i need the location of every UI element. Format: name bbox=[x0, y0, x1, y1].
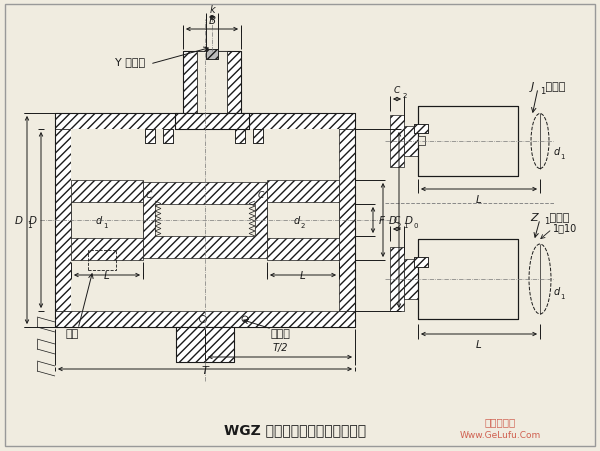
Text: C: C bbox=[394, 216, 400, 225]
Bar bbox=[227, 52, 241, 114]
Text: D: D bbox=[389, 216, 397, 226]
Bar bbox=[414, 125, 428, 133]
Bar bbox=[55, 130, 71, 311]
Bar bbox=[404, 259, 418, 299]
Bar bbox=[206, 50, 218, 60]
Bar bbox=[418, 137, 425, 146]
Bar bbox=[175, 114, 249, 130]
Text: 1: 1 bbox=[544, 217, 549, 226]
Text: d: d bbox=[96, 216, 102, 226]
Text: 1: 1 bbox=[403, 222, 407, 229]
Bar bbox=[267, 180, 339, 260]
Text: L: L bbox=[104, 271, 110, 281]
Text: C: C bbox=[146, 190, 152, 199]
Text: Www.GeLufu.Com: Www.GeLufu.Com bbox=[460, 431, 541, 440]
Bar bbox=[163, 130, 173, 144]
Text: 1: 1 bbox=[540, 86, 545, 95]
Bar bbox=[183, 52, 241, 114]
Text: F: F bbox=[379, 216, 385, 226]
Text: 标志: 标志 bbox=[65, 328, 79, 338]
Text: B: B bbox=[208, 16, 215, 26]
Bar bbox=[145, 130, 155, 144]
Bar bbox=[414, 258, 428, 267]
Text: D: D bbox=[405, 216, 413, 226]
Bar bbox=[71, 130, 339, 311]
Bar bbox=[339, 130, 355, 311]
Text: 型轴孔: 型轴孔 bbox=[546, 212, 569, 222]
Text: WGZ 型带制动轮鼓形齿式联轴器: WGZ 型带制动轮鼓形齿式联轴器 bbox=[224, 422, 366, 436]
Bar bbox=[418, 107, 518, 177]
Text: 0: 0 bbox=[413, 222, 418, 229]
Bar bbox=[155, 205, 255, 236]
Bar bbox=[183, 52, 197, 114]
Bar bbox=[390, 248, 404, 311]
Text: C: C bbox=[394, 86, 400, 95]
Text: 2: 2 bbox=[301, 222, 305, 229]
Bar bbox=[163, 130, 173, 144]
Text: 1: 1 bbox=[27, 221, 32, 230]
Bar bbox=[55, 114, 355, 327]
Text: d: d bbox=[554, 147, 560, 156]
Bar bbox=[235, 130, 245, 144]
Bar bbox=[267, 202, 339, 239]
Bar bbox=[55, 114, 355, 130]
Text: D: D bbox=[15, 216, 23, 226]
Bar bbox=[235, 130, 245, 144]
Bar bbox=[175, 114, 249, 130]
Bar bbox=[253, 130, 263, 144]
Bar bbox=[418, 107, 518, 177]
Text: 1: 1 bbox=[560, 293, 565, 299]
Bar bbox=[71, 202, 143, 239]
Bar bbox=[404, 127, 418, 156]
Text: T: T bbox=[202, 365, 208, 375]
Bar bbox=[145, 130, 155, 144]
Text: 1: 1 bbox=[103, 222, 107, 229]
Bar bbox=[206, 50, 218, 60]
Text: d: d bbox=[554, 286, 560, 296]
Bar bbox=[390, 116, 404, 168]
Text: Z: Z bbox=[530, 212, 538, 222]
Bar bbox=[414, 125, 428, 133]
Text: d: d bbox=[294, 216, 300, 226]
Text: k: k bbox=[209, 5, 215, 15]
Text: L: L bbox=[300, 271, 306, 281]
Bar bbox=[143, 183, 267, 258]
Text: 格鲁夫机械: 格鲁夫机械 bbox=[484, 416, 515, 426]
Bar bbox=[418, 239, 518, 319]
Text: C: C bbox=[258, 190, 264, 199]
Text: Y 型轴孔: Y 型轴孔 bbox=[115, 57, 145, 67]
Bar bbox=[176, 327, 234, 362]
Text: D: D bbox=[29, 216, 37, 226]
Text: 2: 2 bbox=[397, 222, 401, 229]
Text: L: L bbox=[476, 194, 482, 205]
Text: T/2: T/2 bbox=[272, 342, 288, 352]
Bar bbox=[55, 311, 355, 327]
Bar bbox=[418, 239, 518, 319]
Bar bbox=[71, 180, 143, 260]
Bar bbox=[253, 130, 263, 144]
Bar bbox=[197, 52, 227, 114]
Text: 1：10: 1：10 bbox=[553, 222, 577, 232]
Text: 2: 2 bbox=[403, 93, 407, 99]
Text: L: L bbox=[476, 339, 482, 349]
Text: 型轴孔: 型轴孔 bbox=[542, 82, 565, 92]
Text: J: J bbox=[531, 82, 534, 92]
Bar bbox=[176, 327, 234, 362]
Bar bbox=[414, 258, 428, 267]
Text: 注油孔: 注油孔 bbox=[270, 328, 290, 338]
Bar bbox=[88, 250, 116, 271]
Text: 1: 1 bbox=[560, 154, 565, 160]
